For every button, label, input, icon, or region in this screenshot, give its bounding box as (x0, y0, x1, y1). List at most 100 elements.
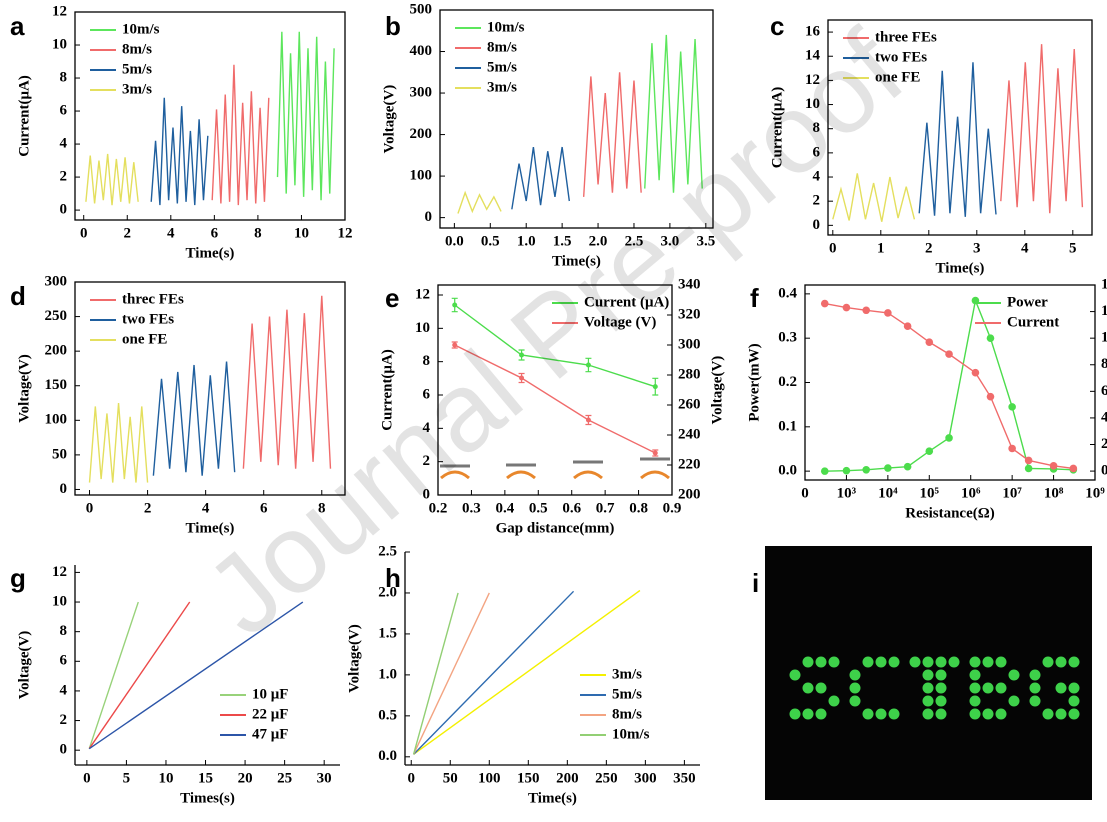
x-tick-label: 4 (167, 225, 175, 241)
led (815, 708, 827, 720)
marker (884, 309, 892, 317)
y-tick-label: 10 (52, 593, 67, 609)
y-tick-label: 6 (60, 102, 68, 118)
y-tick-label: 500 (410, 1, 433, 17)
legend-label: one FE (122, 331, 167, 347)
marker (986, 392, 995, 401)
series-line (1000, 44, 1084, 214)
x-tick-label: 3 (973, 240, 981, 256)
x-tick-label: 3.0 (661, 233, 680, 249)
y2-tick-label: 10 (1101, 330, 1107, 346)
x-tick-label: 10⁴ (878, 485, 898, 501)
y-tick-label: 10 (805, 96, 820, 112)
x-tick-label: 2 (124, 225, 132, 241)
plot-frame (827, 19, 1093, 236)
led (815, 682, 827, 694)
y-tick-label: 10 (52, 36, 67, 52)
panel-letter: h (385, 563, 401, 593)
y2-tick-label: 14 (1101, 276, 1107, 292)
x-tick-label: 20 (238, 770, 253, 786)
series-line (150, 97, 209, 206)
y-tick-label: 1.0 (378, 666, 397, 682)
y-tick-label: 0 (813, 217, 821, 233)
y-tick-label: 0.3 (778, 330, 797, 346)
x-tick-label: 15 (198, 770, 213, 786)
x-tick-label: 0.3 (462, 500, 481, 516)
x-tick-label: 0 (801, 485, 809, 501)
x-tick-label: 4 (1021, 240, 1029, 256)
x-axis-title: Gap distance(mm) (496, 520, 615, 536)
y-axis-title: Voltage(V) (16, 631, 32, 700)
plot-frame (74, 11, 346, 221)
panel-letter: e (385, 283, 399, 313)
marker (884, 464, 892, 472)
led (802, 708, 814, 720)
x-axis-title: Times(s) (180, 790, 235, 806)
y-tick-label: 4 (813, 168, 821, 184)
led (922, 682, 934, 694)
x-tick-label: 300 (634, 770, 657, 786)
x-tick-label: 10³ (837, 485, 857, 501)
legend-label: Current (μA) (584, 294, 669, 310)
y2-tick-label: 260 (678, 396, 701, 412)
legend-label: two FEs (875, 49, 927, 65)
legend-label: 3m/s (122, 81, 152, 97)
y-tick-label: 8 (60, 623, 68, 639)
marker (1008, 403, 1016, 411)
marker (862, 306, 870, 315)
led (935, 695, 947, 707)
led (1068, 656, 1080, 668)
y-axis-title: Voltage(V) (346, 624, 362, 693)
x-tick-label: 10⁵ (920, 485, 940, 501)
marker (945, 350, 953, 358)
led-array (789, 656, 1080, 720)
y2-tick-label: 4 (1101, 409, 1107, 425)
marker (452, 302, 458, 308)
x-axis-title: Time(s) (552, 253, 601, 269)
x-tick-label: 12 (338, 225, 353, 241)
y-tick-label: 12 (52, 3, 67, 19)
led (1008, 695, 1020, 707)
legend-label: Current (1007, 314, 1059, 330)
marker (652, 450, 658, 456)
y2-tick-label: 6 (1101, 383, 1107, 399)
legend-label: threc FEs (122, 291, 184, 307)
led (922, 695, 934, 707)
led (815, 656, 827, 668)
x-tick-label: 2 (925, 240, 933, 256)
x-tick-label: 4 (202, 500, 210, 516)
marker (519, 352, 525, 358)
y-axis-title: Current(μA) (769, 87, 785, 169)
y-axis-title: Current(μA) (16, 75, 32, 157)
led (995, 656, 1007, 668)
x-tick-label: 2.5 (625, 233, 644, 249)
series-line (152, 361, 236, 476)
y-tick-label: 2.5 (378, 543, 397, 559)
y2-tick-label: 12 (1101, 303, 1107, 319)
led (789, 669, 801, 681)
led (849, 682, 861, 694)
led (802, 682, 814, 694)
x-tick-label: 0 (86, 500, 94, 516)
x-tick-label: 2 (144, 500, 152, 516)
legend-label: 3m/s (487, 79, 517, 95)
led (789, 708, 801, 720)
y-axis-title: Current(μA) (379, 349, 395, 431)
led (922, 669, 934, 681)
x-tick-label: 10 (158, 770, 173, 786)
panel-letter: c (770, 11, 784, 41)
y-tick-label: 1.5 (378, 625, 397, 641)
marker (519, 375, 525, 381)
series-line (644, 34, 703, 193)
led (995, 708, 1007, 720)
series-line (276, 31, 335, 201)
led (922, 656, 934, 668)
x-tick-label: 200 (556, 770, 579, 786)
led (1068, 695, 1080, 707)
series-line (211, 64, 270, 206)
y2-tick-label: 320 (678, 306, 701, 322)
y2-tick-label: 2 (1101, 436, 1107, 452)
marker (652, 384, 658, 390)
y-tick-label: 10 (415, 320, 430, 336)
y-tick-label: 0 (60, 742, 68, 758)
